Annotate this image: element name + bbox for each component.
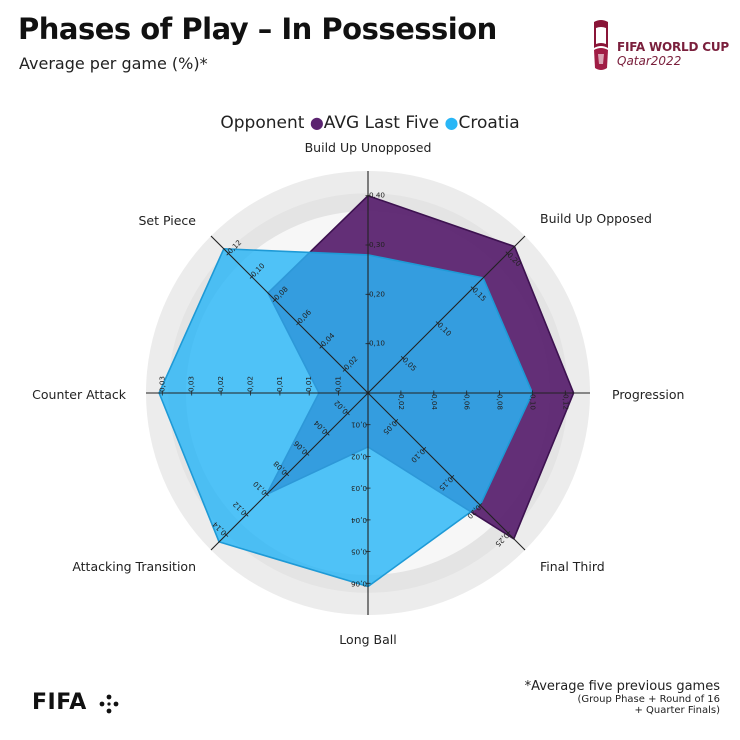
tick-label: 0,20	[369, 289, 385, 298]
axis-label-progression: Progression	[612, 387, 684, 402]
tick-mark	[226, 251, 231, 256]
tick-mark	[224, 532, 229, 537]
tick-label: 0,05	[351, 548, 367, 557]
tick-label: 0,03	[157, 376, 166, 392]
fifa-wordmark: FIFA	[32, 690, 87, 715]
tick-label: 0,06	[463, 394, 472, 410]
axis-label-counter-attack: Counter Attack	[32, 387, 127, 402]
axis-spoke-5	[210, 392, 369, 551]
tick-label: 0,40	[369, 191, 385, 200]
world-cup-emblem-icon	[594, 20, 608, 70]
radar-series	[158, 194, 575, 588]
legend-croatia-marker: ●	[444, 113, 459, 132]
logo-line-1: FIFA WORLD CUP	[617, 40, 729, 54]
tick-label: 0,01	[304, 376, 313, 392]
tick-label: 0,01	[351, 421, 367, 430]
radar-axis-labels: Build Up Unopposed Build Up Opposed Progre…	[32, 140, 684, 647]
page-subtitle: Average per game (%)*	[19, 54, 208, 73]
tick-mark	[272, 297, 277, 302]
fifa-dots-icon	[99, 694, 119, 714]
legend-avg-marker: ●	[309, 113, 324, 132]
legend-avg-label: AVG Last Five	[323, 113, 440, 133]
axis-label-long-ball: Long Ball	[339, 632, 396, 647]
footnote-line-1: *Average five previous games	[524, 679, 720, 694]
tick-label: 0,10	[528, 394, 537, 410]
world-cup-logo: FIFA WORLD CUP Qatar2022	[590, 18, 729, 74]
tick-mark	[244, 512, 249, 517]
tick-label: 0,02	[397, 394, 406, 410]
tick-mark	[249, 274, 254, 279]
tick-label: 0,10	[369, 339, 385, 348]
axis-label-attacking-transition: Attacking Transition	[72, 559, 196, 574]
chart-legend: Opponent ●AVG Last Five ●Croatia	[0, 113, 740, 133]
tick-mark	[345, 411, 350, 416]
tick-label: 0,04	[430, 394, 439, 410]
tick-label: 0,08	[496, 394, 505, 410]
tick-label: 0,03	[187, 376, 196, 392]
axis-label-final-third: Final Third	[540, 559, 605, 574]
logo-line-2: Qatar2022	[617, 54, 682, 68]
tick-label: 0,12	[561, 394, 570, 410]
tick-mark	[505, 251, 510, 256]
tick-mark	[478, 503, 483, 508]
axis-spoke-7	[210, 235, 369, 394]
axis-label-build-up-unopposed: Build Up Unopposed	[305, 140, 432, 155]
tick-label: 0,04	[351, 516, 367, 525]
tick-label: 0,02	[216, 376, 225, 392]
axis-label-set-piece: Set Piece	[139, 213, 197, 228]
fifa-logo: FIFA	[32, 690, 119, 715]
tick-mark	[319, 344, 324, 349]
axis-spoke-3	[367, 392, 526, 551]
tick-mark	[422, 447, 427, 452]
tick-mark	[296, 321, 301, 326]
legend-croatia-label: Croatia	[458, 113, 520, 133]
footnote-line-3: + Quarter Finals)	[634, 705, 720, 716]
tick-label: 0,30	[369, 240, 385, 249]
tick-label: 0,03	[351, 484, 367, 493]
tick-mark	[394, 419, 399, 424]
tick-mark	[400, 356, 405, 361]
tick-mark	[342, 367, 347, 372]
legend-title: Opponent	[220, 113, 305, 133]
tick-label: 0,02	[246, 376, 255, 392]
tick-mark	[284, 472, 289, 477]
tick-mark	[264, 492, 269, 497]
tick-label: 0,02	[351, 452, 367, 461]
footnote: *Average five previous games (Group Phas…	[525, 679, 720, 716]
tick-label: 0,01	[334, 376, 343, 392]
tick-mark	[450, 475, 455, 480]
tick-mark	[470, 286, 475, 291]
axis-spoke-1	[367, 235, 526, 394]
tick-mark	[305, 451, 310, 456]
tick-mark	[506, 531, 511, 536]
tick-mark	[325, 431, 330, 436]
page-title: Phases of Play – In Possession	[18, 12, 497, 46]
footnote-line-2: (Group Phase + Round of 16	[577, 694, 720, 705]
tick-label: 0,06	[351, 579, 367, 588]
tick-label: 0,01	[275, 376, 284, 392]
tick-mark	[435, 321, 440, 326]
radar-ticks: 0,100,200,300,400,050,100,150,200,02 0,04…	[146, 171, 590, 615]
axis-label-build-up-opposed: Build Up Opposed	[540, 211, 652, 226]
